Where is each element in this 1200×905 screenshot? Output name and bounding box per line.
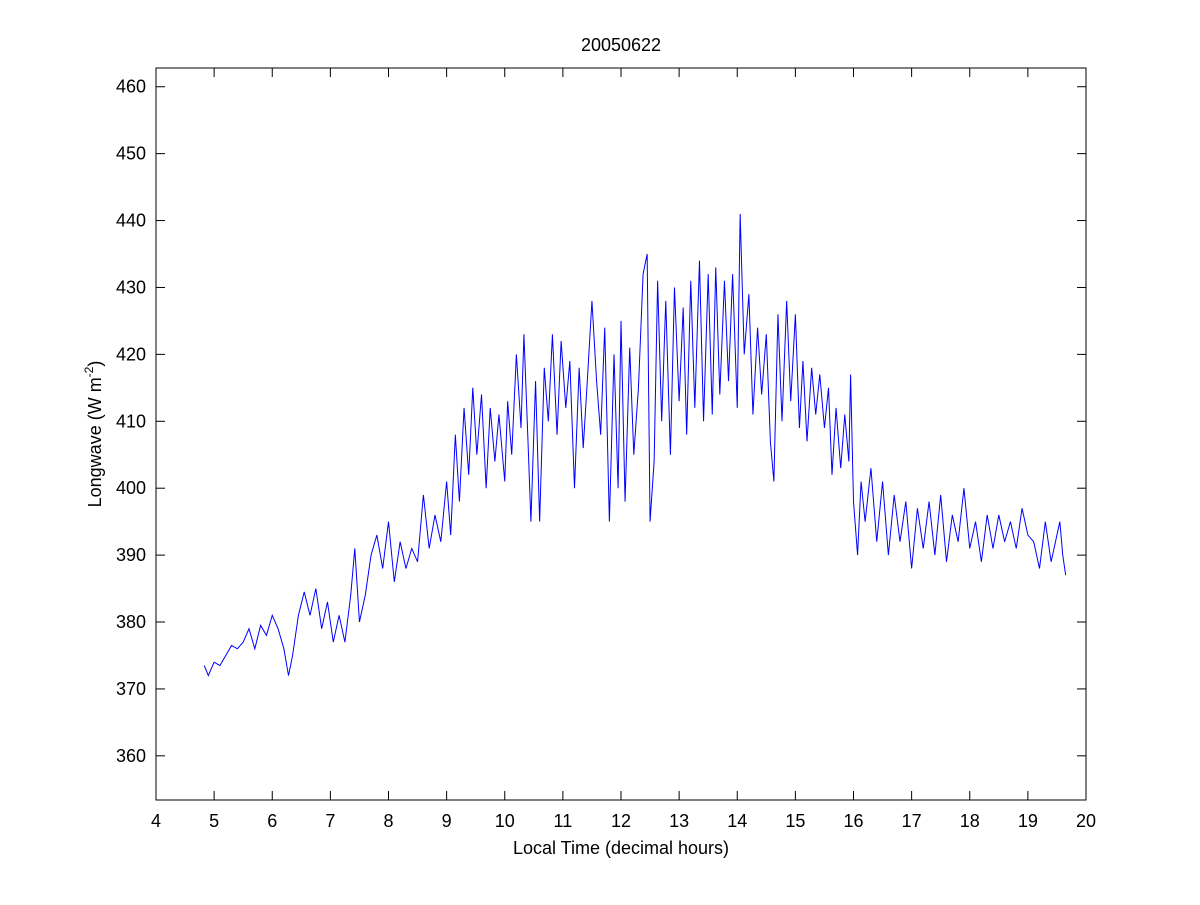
data-line: [203, 213, 1067, 677]
x-tick-label: 16: [843, 811, 863, 831]
y-tick-label: 450: [116, 144, 146, 164]
x-tick-label: 8: [383, 811, 393, 831]
y-tick-label: 460: [116, 77, 146, 97]
x-tick-label: 17: [902, 811, 922, 831]
x-tick-label: 14: [727, 811, 747, 831]
y-tick-label: 370: [116, 679, 146, 699]
x-tick-label: 13: [669, 811, 689, 831]
x-tick-label: 20: [1076, 811, 1096, 831]
y-label-sup: -2: [82, 366, 96, 377]
y-tick-label: 380: [116, 612, 146, 632]
y-axis-label: Longwave (W m-2): [82, 361, 105, 508]
x-tick-label: 6: [267, 811, 277, 831]
x-tick-label: 19: [1018, 811, 1038, 831]
y-tick-label: 390: [116, 545, 146, 565]
x-tick-label: 18: [960, 811, 980, 831]
x-tick-label: 4: [151, 811, 161, 831]
x-tick-label: 10: [495, 811, 515, 831]
y-tick-label: 410: [116, 411, 146, 431]
x-tick-label: 15: [785, 811, 805, 831]
y-tick-label: 360: [116, 746, 146, 766]
y-label-main: Longwave (W m: [85, 377, 105, 507]
x-tick-label: 7: [325, 811, 335, 831]
y-label-end: ): [85, 361, 105, 367]
y-tick-label: 420: [116, 344, 146, 364]
y-tick-label: 400: [116, 478, 146, 498]
x-tick-label: 9: [442, 811, 452, 831]
chart-title: 20050622: [581, 35, 661, 55]
y-tick-label: 430: [116, 277, 146, 297]
x-tick-label: 12: [611, 811, 631, 831]
x-axis-label: Local Time (decimal hours): [513, 838, 729, 858]
x-tick-label: 5: [209, 811, 219, 831]
y-tick-label: 440: [116, 211, 146, 231]
x-tick-label: 11: [554, 811, 573, 831]
